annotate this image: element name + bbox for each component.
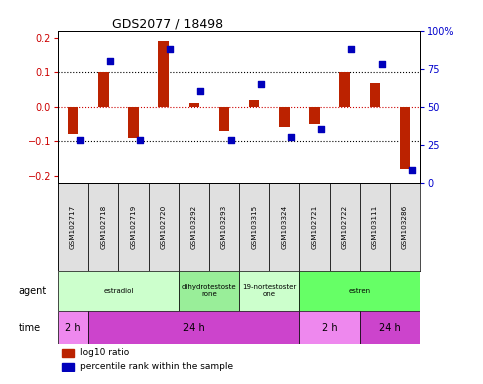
Text: 24 h: 24 h <box>183 323 205 333</box>
FancyBboxPatch shape <box>179 271 239 311</box>
Bar <box>400 107 411 169</box>
FancyBboxPatch shape <box>270 183 299 271</box>
FancyBboxPatch shape <box>179 183 209 271</box>
FancyBboxPatch shape <box>360 183 390 271</box>
Text: GSM103324: GSM103324 <box>282 204 287 249</box>
FancyBboxPatch shape <box>88 311 299 344</box>
Text: 19-nortestoster
one: 19-nortestoster one <box>242 284 297 297</box>
Text: GDS2077 / 18498: GDS2077 / 18498 <box>112 18 224 31</box>
FancyBboxPatch shape <box>58 271 179 311</box>
Point <box>136 137 144 143</box>
Point <box>106 58 114 64</box>
FancyBboxPatch shape <box>299 183 330 271</box>
Text: log10 ratio: log10 ratio <box>80 348 129 358</box>
Bar <box>188 103 199 107</box>
Text: GSM103315: GSM103315 <box>251 204 257 249</box>
Text: 2 h: 2 h <box>65 323 81 333</box>
Bar <box>279 107 290 127</box>
Bar <box>68 107 78 134</box>
FancyBboxPatch shape <box>360 311 420 344</box>
Text: time: time <box>19 323 41 333</box>
FancyBboxPatch shape <box>239 271 299 311</box>
Text: GSM103292: GSM103292 <box>191 204 197 249</box>
FancyBboxPatch shape <box>299 271 420 311</box>
Text: GSM103293: GSM103293 <box>221 204 227 249</box>
Text: 24 h: 24 h <box>379 323 401 333</box>
Point <box>257 81 265 87</box>
Bar <box>249 100 259 107</box>
Text: GSM102721: GSM102721 <box>312 204 317 249</box>
FancyBboxPatch shape <box>209 183 239 271</box>
Text: 2 h: 2 h <box>322 323 338 333</box>
Text: GSM102722: GSM102722 <box>342 204 348 249</box>
Text: dihydrotestoste
rone: dihydrotestoste rone <box>182 284 236 297</box>
Point <box>287 134 295 140</box>
Point <box>408 167 416 174</box>
Text: GSM103111: GSM103111 <box>372 204 378 249</box>
Bar <box>98 72 109 107</box>
Text: estren: estren <box>349 288 371 293</box>
Point <box>227 137 235 143</box>
FancyBboxPatch shape <box>299 311 360 344</box>
FancyBboxPatch shape <box>149 183 179 271</box>
Bar <box>309 107 320 124</box>
Point <box>317 126 325 132</box>
Text: estradiol: estradiol <box>103 288 133 293</box>
FancyBboxPatch shape <box>118 183 149 271</box>
Text: GSM102719: GSM102719 <box>130 204 136 249</box>
Text: percentile rank within the sample: percentile rank within the sample <box>80 362 233 371</box>
Bar <box>62 362 74 371</box>
Text: agent: agent <box>19 286 47 296</box>
Point <box>348 46 355 52</box>
FancyBboxPatch shape <box>390 183 420 271</box>
Point <box>378 61 385 67</box>
FancyBboxPatch shape <box>239 183 270 271</box>
Bar <box>369 83 380 107</box>
Text: GSM102718: GSM102718 <box>100 204 106 249</box>
Bar <box>158 41 169 107</box>
Bar <box>128 107 139 138</box>
Bar <box>62 349 74 357</box>
FancyBboxPatch shape <box>330 183 360 271</box>
FancyBboxPatch shape <box>88 183 118 271</box>
Point <box>166 46 174 52</box>
Text: GSM102717: GSM102717 <box>70 204 76 249</box>
Text: GSM103286: GSM103286 <box>402 204 408 249</box>
Text: GSM102720: GSM102720 <box>161 204 167 249</box>
Bar <box>219 107 229 131</box>
Bar <box>340 72 350 107</box>
Point <box>76 137 84 143</box>
FancyBboxPatch shape <box>58 311 88 344</box>
FancyBboxPatch shape <box>58 183 88 271</box>
Point <box>197 88 204 94</box>
